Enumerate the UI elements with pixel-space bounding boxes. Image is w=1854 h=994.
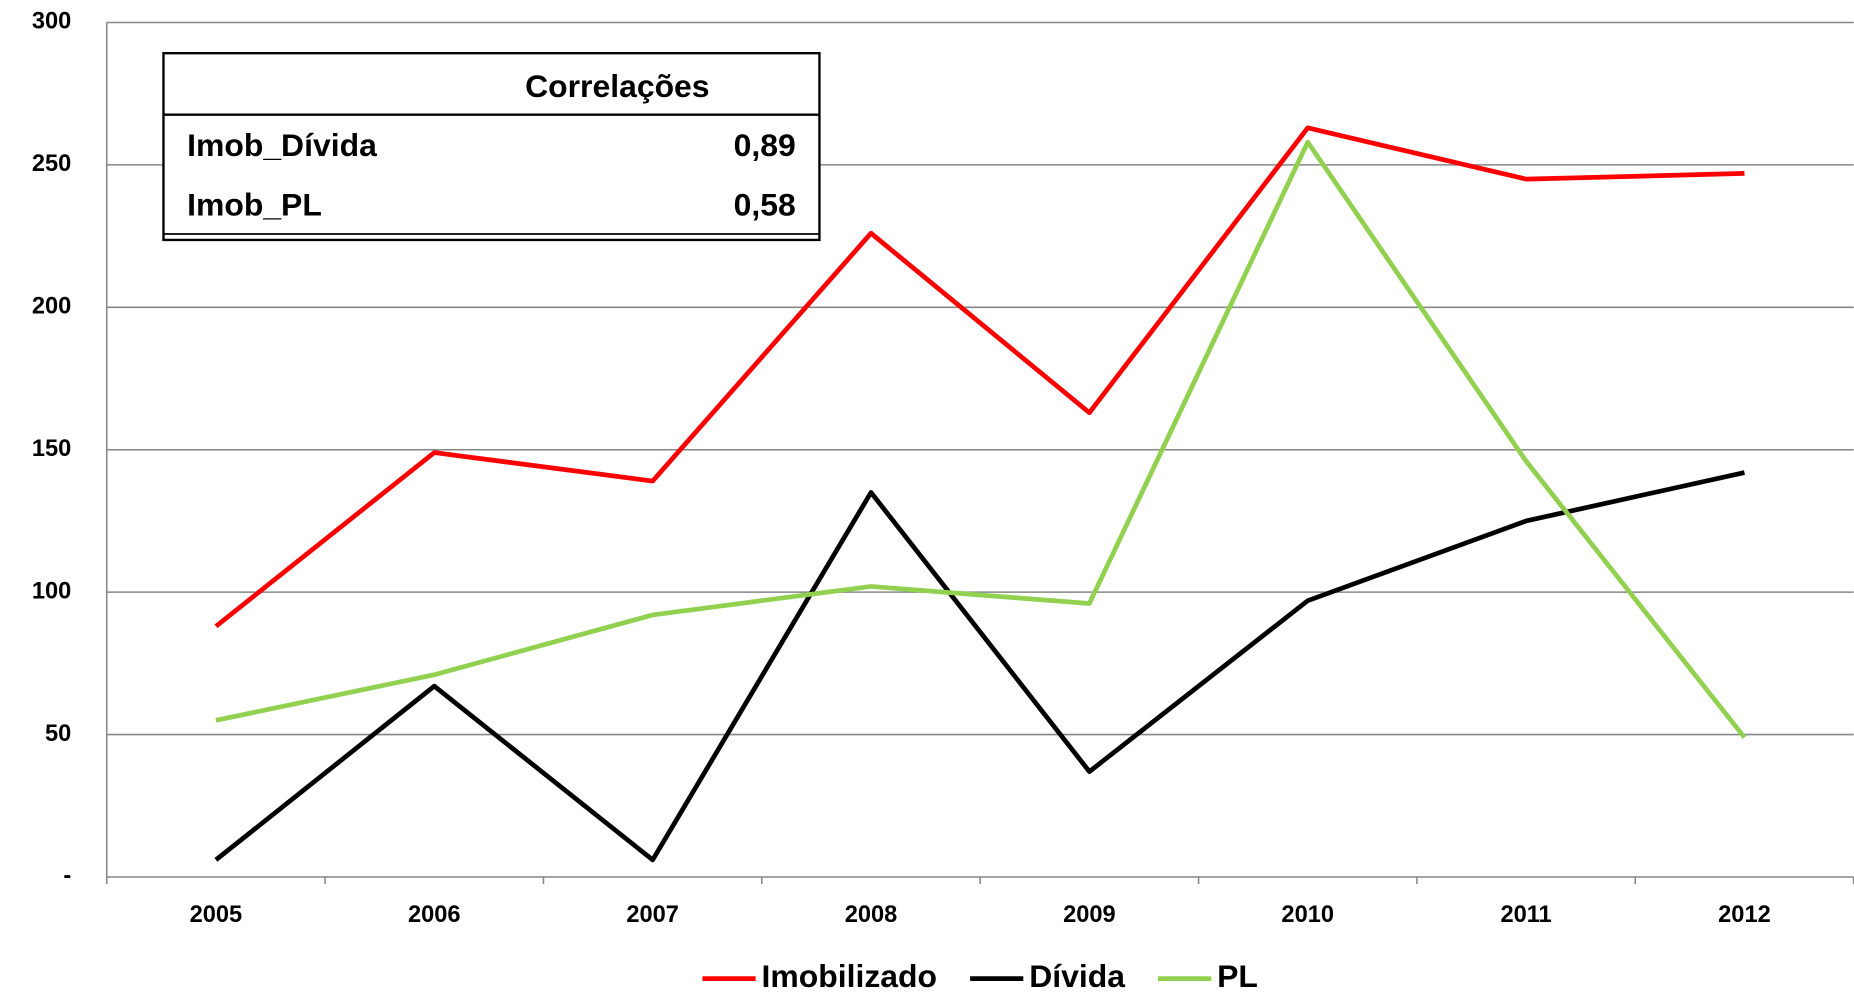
y-tick-label: 50 xyxy=(45,721,71,747)
y-tick-label: 300 xyxy=(32,9,71,35)
table-header: Correlações xyxy=(525,68,709,104)
table-box xyxy=(162,52,821,242)
table-cell: 0,58 xyxy=(734,186,796,222)
x-tick-label: 2005 xyxy=(190,902,243,928)
x-tick-label: 2007 xyxy=(626,902,679,928)
legend-label: Imobilizado xyxy=(762,958,937,994)
correlation-table: Correlações Imob_Dívida 0,89 Imob_PL 0,5… xyxy=(162,52,821,242)
x-tick-label: 2008 xyxy=(845,902,898,928)
table-cell: Imob_PL xyxy=(187,186,322,222)
x-tick-label: 2009 xyxy=(1063,902,1116,928)
y-tick-label: 150 xyxy=(32,436,71,462)
series-line xyxy=(214,125,1745,629)
series-line xyxy=(214,470,1745,863)
x-tick-label: 2006 xyxy=(408,902,461,928)
series-line xyxy=(215,139,1747,739)
x-tick-label: 2011 xyxy=(1500,902,1551,928)
y-tick-label: 100 xyxy=(32,578,71,604)
table-cell: Imob_Dívida xyxy=(187,127,377,163)
x-tick-label: 2010 xyxy=(1281,902,1334,928)
legend-label: Dívida xyxy=(1029,958,1125,994)
legend-label: PL xyxy=(1217,958,1258,994)
y-tick-label: - xyxy=(63,863,71,889)
table-cell: 0,89 xyxy=(734,127,796,163)
x-tick-label: 2012 xyxy=(1718,902,1771,928)
y-tick-label: 250 xyxy=(32,151,71,177)
y-tick-label: 200 xyxy=(32,294,71,320)
